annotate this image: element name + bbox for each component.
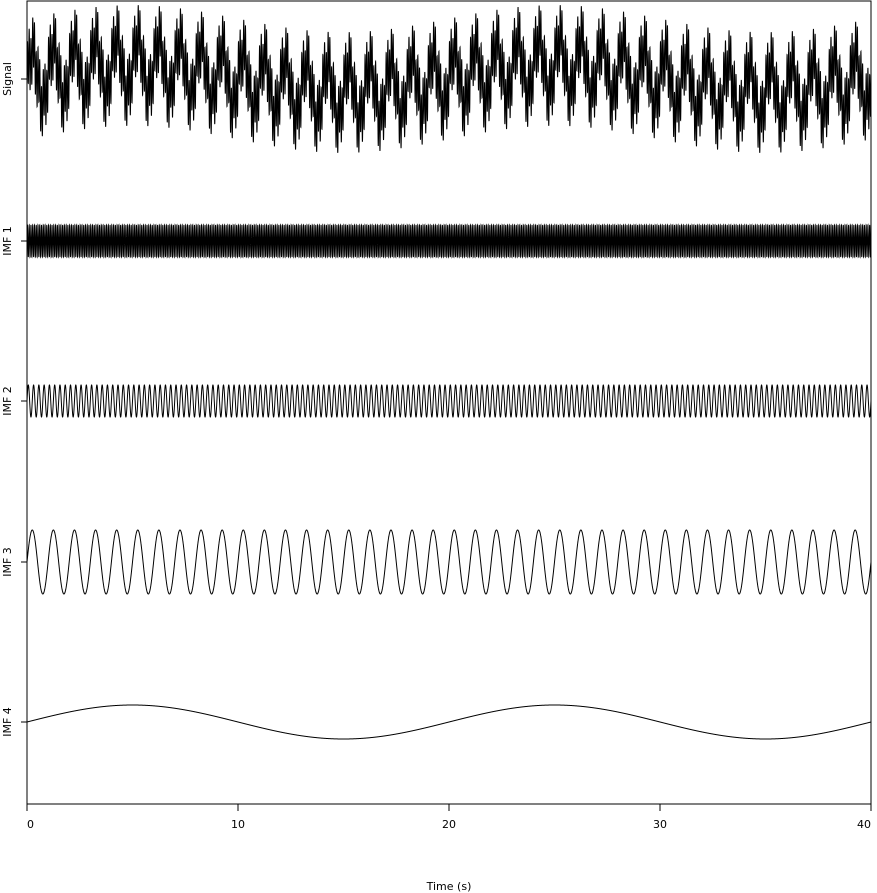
row-label-signal: Signal <box>1 62 14 96</box>
series-line-signal <box>26 5 872 153</box>
x-tick-label-10: 10 <box>231 818 245 831</box>
row-label-imf-3: IMF 3 <box>1 547 14 577</box>
x-tick-label-0: 0 <box>27 818 34 831</box>
series-layer <box>26 5 872 740</box>
series-line-imf-3 <box>26 529 872 595</box>
series-line-imf-1 <box>26 223 872 259</box>
row-label-imf-2: IMF 2 <box>1 386 14 416</box>
series-line-imf-4 <box>26 704 872 740</box>
series-line-imf-2 <box>26 384 872 418</box>
x-tick-label-20: 20 <box>442 818 456 831</box>
row-label-imf-1: IMF 1 <box>1 226 14 256</box>
row-labels: Signal IMF 1 IMF 2 IMF 3 IMF 4 <box>1 62 27 737</box>
x-axis-label: Time (s) <box>426 880 472 893</box>
x-axis: 0 10 20 30 40 <box>26 804 872 831</box>
row-label-imf-4: IMF 4 <box>1 707 14 737</box>
x-tick-label-40: 40 <box>857 818 871 831</box>
x-tick-label-30: 30 <box>653 818 667 831</box>
